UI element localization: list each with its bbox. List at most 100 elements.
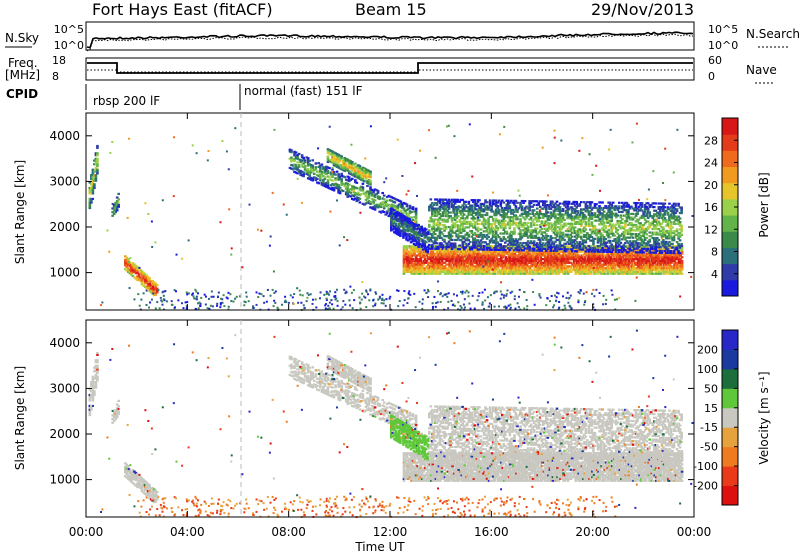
power-cell xyxy=(478,228,481,231)
power-cell xyxy=(528,256,532,259)
power-cell xyxy=(551,258,555,261)
power-cell xyxy=(530,270,533,273)
power-cell xyxy=(458,259,462,263)
power-cell xyxy=(337,187,340,190)
power-cell xyxy=(329,160,333,163)
power-cell xyxy=(661,256,664,259)
power-cell xyxy=(439,254,442,257)
power-cell xyxy=(500,210,504,213)
power-cell xyxy=(445,252,448,255)
power-cell xyxy=(566,254,570,257)
power-cell xyxy=(410,261,413,264)
power-cell xyxy=(586,268,590,272)
power-cell xyxy=(544,258,547,261)
power-cell xyxy=(425,261,429,264)
power-cell xyxy=(656,258,660,261)
power-cell xyxy=(582,272,585,275)
power-cell xyxy=(338,156,342,159)
power-cell xyxy=(665,268,669,272)
power-cell xyxy=(568,270,571,273)
power-cell xyxy=(542,216,545,219)
power-cell xyxy=(288,150,292,153)
power-cell xyxy=(528,270,532,273)
power-cell xyxy=(453,202,457,205)
power-cell xyxy=(570,244,574,247)
power-cell xyxy=(131,262,135,265)
power-cell xyxy=(588,270,591,273)
power-cell xyxy=(635,268,638,272)
power-cell xyxy=(96,172,99,175)
power-cell xyxy=(482,210,486,213)
power-cell xyxy=(491,201,495,204)
power-cell xyxy=(595,267,599,270)
power-cell xyxy=(533,259,536,263)
power-cell xyxy=(632,259,635,263)
power-cell xyxy=(585,268,588,272)
power-cell xyxy=(555,235,559,238)
power-cell xyxy=(542,247,545,250)
power-cell xyxy=(668,270,672,273)
power-cell xyxy=(91,183,95,186)
power-cell xyxy=(654,267,658,270)
power-cell xyxy=(405,268,409,272)
power-cell xyxy=(343,185,346,188)
power-cell xyxy=(539,254,543,257)
power-cell xyxy=(549,204,553,207)
power-cell xyxy=(419,268,422,272)
power-cell xyxy=(492,252,495,255)
power-cell xyxy=(559,254,562,257)
power-cell xyxy=(485,212,489,215)
power-cell xyxy=(495,268,498,272)
power-cell xyxy=(578,270,582,273)
power-cell xyxy=(449,236,452,240)
power-cell xyxy=(521,247,524,250)
power-cell xyxy=(588,256,591,259)
power-cell xyxy=(645,261,649,264)
power-cell xyxy=(485,201,489,204)
power-cell xyxy=(444,213,448,216)
power-cell xyxy=(326,155,330,158)
power-cell xyxy=(577,272,581,275)
power-cell xyxy=(497,208,501,211)
power-cell xyxy=(580,242,583,246)
power-cell xyxy=(589,267,593,270)
power-cell xyxy=(584,217,588,220)
power-cell xyxy=(485,237,489,240)
power-cell xyxy=(309,178,313,181)
power-cell xyxy=(453,200,457,203)
power-cell xyxy=(461,270,465,273)
power-cell xyxy=(553,252,556,255)
power-cell xyxy=(439,267,442,270)
power-cell xyxy=(447,202,451,205)
power-cell xyxy=(464,263,468,266)
power-cell xyxy=(560,215,563,218)
power-cell xyxy=(470,213,474,216)
power-cell xyxy=(419,263,422,266)
power-cell xyxy=(302,171,305,174)
power-cell xyxy=(629,268,632,272)
power-cell xyxy=(510,272,514,275)
power-cell xyxy=(472,200,475,204)
power-cell xyxy=(457,254,460,257)
power-cell xyxy=(540,227,544,230)
power-cell xyxy=(494,235,498,239)
freq-label-line1: Freq. xyxy=(8,56,38,70)
power-cell xyxy=(484,252,488,255)
power-cell xyxy=(531,250,535,253)
power-cell xyxy=(492,258,495,261)
power-cell xyxy=(456,233,460,236)
power-cell xyxy=(504,245,507,248)
power-cell xyxy=(518,267,521,270)
power-cell xyxy=(567,213,571,216)
power-cell xyxy=(529,242,533,245)
power-cell xyxy=(583,252,587,255)
power-cell xyxy=(443,261,447,264)
power-cell xyxy=(490,259,494,263)
power-cell xyxy=(656,254,660,257)
power-cell xyxy=(454,265,457,268)
power-cell xyxy=(566,270,570,273)
power-cell xyxy=(457,258,460,261)
power-cell xyxy=(512,272,515,275)
power-cell xyxy=(554,263,558,266)
power-cell xyxy=(551,246,554,249)
